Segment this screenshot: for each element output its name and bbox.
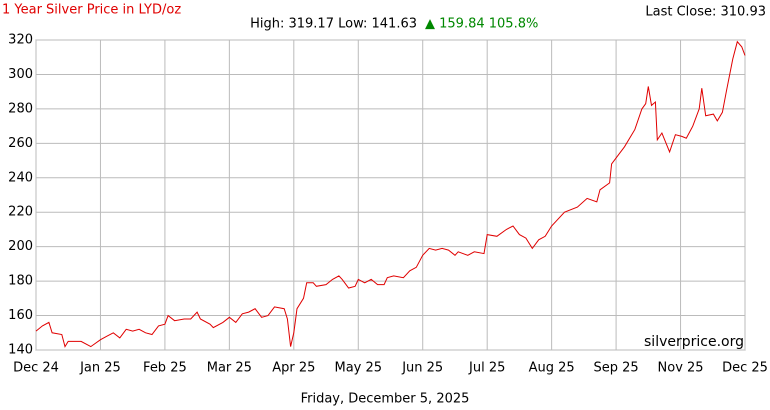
date: Friday, December 5, 2025 <box>301 392 470 407</box>
x-tick-label: Apr 25 <box>272 361 315 376</box>
x-tick-label: Feb 25 <box>143 361 187 376</box>
y-tick-label: 220 <box>8 205 33 220</box>
x-tick-label: May 25 <box>334 361 382 376</box>
chart-title: 1 Year Silver Price in LYD/oz <box>2 3 181 18</box>
change: ▲ 159.84 105.8% <box>425 17 538 32</box>
x-tick-label: Dec 25 <box>722 361 768 376</box>
y-tick-label: 280 <box>8 101 33 116</box>
y-tick-label: 320 <box>8 33 33 48</box>
x-tick-label: Jun 25 <box>401 361 443 376</box>
plot-area <box>35 39 746 351</box>
x-tick-label: Jul 25 <box>468 361 505 376</box>
y-tick-label: 180 <box>8 274 33 289</box>
y-tick-label: 240 <box>8 170 33 185</box>
x-tick-label: Jan 25 <box>79 361 121 376</box>
y-tick-label: 260 <box>8 136 33 151</box>
x-tick-label: Nov 25 <box>658 361 704 376</box>
x-tick-label: Mar 25 <box>207 361 252 376</box>
price-line <box>35 40 746 348</box>
last-close: Last Close: 310.93 <box>645 5 766 20</box>
y-tick-label: 200 <box>8 239 33 254</box>
high-low: High: 319.17 Low: 141.63 <box>250 17 417 32</box>
y-tick-label: 140 <box>8 343 33 358</box>
x-tick-label: Sep 25 <box>593 361 638 376</box>
y-tick-label: 300 <box>8 67 33 82</box>
x-tick-label: Aug 25 <box>529 361 575 376</box>
watermark: silverprice.org <box>644 334 744 350</box>
y-tick-label: 160 <box>8 308 33 323</box>
x-tick-label: Dec 24 <box>13 361 59 376</box>
